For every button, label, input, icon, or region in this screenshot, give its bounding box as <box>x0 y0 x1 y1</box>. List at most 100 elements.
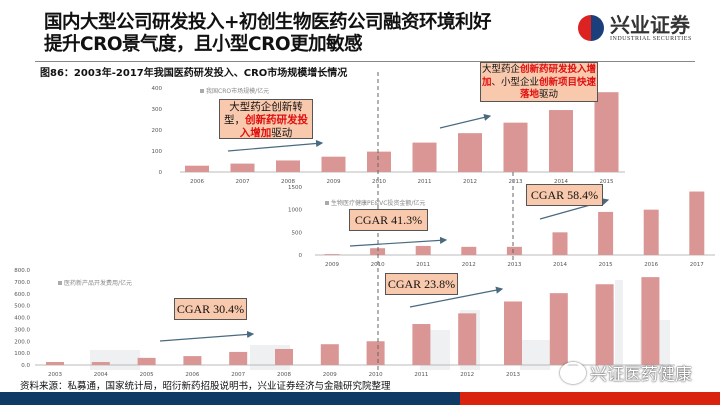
x-tick-label: 2013 <box>509 179 523 185</box>
trend-arrow <box>349 236 448 247</box>
x-tick-label: 2007 <box>231 372 245 378</box>
x-tick-label: 2004 <box>94 372 108 378</box>
x-tick-label: 2013 <box>507 262 521 268</box>
y-tick-label: 0 <box>159 170 163 176</box>
bar-2009 <box>320 344 339 365</box>
bar-2014 <box>549 110 573 172</box>
bar-2013 <box>506 246 522 255</box>
bar-2012 <box>458 313 477 365</box>
title-line-2: 提升CRO景气度，且小型CRO更加敏感 <box>44 34 363 55</box>
cagr-label-mid-left: CGAR 41.3% <box>349 209 428 231</box>
title-line-1: 国内大型公司研发投入+初创生物医药公司融资环境利好 <box>44 12 492 33</box>
bar-2013 <box>504 301 522 365</box>
logo-text-cn: 兴业证券 <box>610 13 690 37</box>
bar-2010 <box>367 151 391 172</box>
slide-title: 国内大型公司研发投入+初创生物医药公司融资环境利好 提升CRO景气度，且小型CR… <box>44 12 492 56</box>
source-note: 资料来源：私募通，国家统计局，昭衍新药招股说明书，兴业证券经济与金融研究院整理 <box>20 381 391 392</box>
y-tick-label: 600.0 <box>14 292 30 298</box>
logo-mark-icon <box>578 15 604 41</box>
y-tick-label: 700.0 <box>14 280 30 286</box>
legend-label: 我国CRO市场规模/亿元 <box>206 87 269 95</box>
bar-2011 <box>412 324 431 365</box>
trend-arrow <box>409 286 504 308</box>
bar-2006 <box>185 165 209 172</box>
y-tick-label: 500 <box>292 230 303 236</box>
x-tick-label: 2009 <box>323 372 337 378</box>
trend-arrow <box>227 139 324 152</box>
trend-arrow <box>159 330 255 342</box>
note-highlight: 创新项目快速落地 <box>519 76 597 101</box>
bar-2017 <box>689 191 705 255</box>
cagr-label-bot-right: CGAR 23.8% <box>385 273 458 295</box>
trend-arrow <box>439 113 492 129</box>
x-tick-label: 2008 <box>277 372 291 378</box>
skyline-building <box>90 350 140 370</box>
y-tick-label: 300 <box>152 107 163 113</box>
cagr-label-mid-right: CGAR 58.4% <box>526 184 603 206</box>
y-tick-label: 0 <box>299 253 303 259</box>
y-tick-label: 800.0 <box>14 268 30 274</box>
x-tick-label: 2011 <box>418 179 432 185</box>
footer-bar-red <box>460 392 720 405</box>
bar-2007 <box>229 351 248 365</box>
x-tick-label: 2003 <box>48 372 62 378</box>
x-tick-label: 2014 <box>553 262 567 268</box>
note-top-left: 大型药企创新转型，创新药研发投入增加驱动 <box>219 99 313 139</box>
bar-2005 <box>137 357 156 365</box>
x-tick-label: 2006 <box>185 372 199 378</box>
bar-2011 <box>412 142 437 172</box>
bar-2015 <box>595 284 614 365</box>
bar-2014 <box>549 293 568 365</box>
note-text: 驱动 <box>539 89 559 100</box>
bar-2016 <box>641 277 660 365</box>
logo-text-en: INDUSTRIAL SECURITIES <box>610 36 692 42</box>
bar-2006 <box>183 356 202 365</box>
x-tick-label: 2013 <box>506 372 520 378</box>
y-tick-label: 200.0 <box>14 339 30 345</box>
bar-2003 <box>46 362 64 365</box>
legend-label: 医药新产品开发费用/亿元 <box>64 279 132 287</box>
bar-2014 <box>552 232 568 255</box>
watermark: 兴证医药健康 <box>560 360 692 385</box>
bar-2009 <box>324 254 340 255</box>
y-tick-label: 400.0 <box>14 316 30 322</box>
y-tick-label: 100 <box>152 149 163 155</box>
y-tick-label: 100.0 <box>14 351 30 357</box>
bar-2016 <box>643 209 659 255</box>
legend-label: 生物医疗健康PE&VC投资金额/亿元 <box>331 199 425 207</box>
x-tick-label: 2006 <box>190 179 204 185</box>
note-text: 大型药企 <box>481 64 520 75</box>
bar-2010 <box>370 248 386 255</box>
x-tick-label: 2009 <box>325 262 339 268</box>
x-tick-label: 2012 <box>463 179 477 185</box>
bar-2008 <box>276 160 300 172</box>
bar-2013 <box>503 122 528 172</box>
x-tick-label: 2009 <box>327 179 341 185</box>
cagr-label-bot-left: CGAR 30.4% <box>174 298 247 320</box>
bar-2015 <box>594 92 619 172</box>
x-tick-label: 2010 <box>372 179 386 185</box>
x-tick-label: 2011 <box>416 262 430 268</box>
x-tick-label: 2008 <box>281 179 295 185</box>
bar-2012 <box>461 246 477 255</box>
note-text: 、小型企业 <box>491 76 539 88</box>
x-tick-label: 2012 <box>460 372 474 378</box>
watermark-text: 兴证医药健康 <box>590 365 692 385</box>
bar-2011 <box>415 245 431 255</box>
skyline-building <box>615 280 623 370</box>
y-tick-label: 200 <box>152 128 163 134</box>
company-logo: 兴业证券 INDUSTRIAL SECURITIES <box>578 14 692 42</box>
note-highlight: 创新药研发投入增加 <box>239 114 308 139</box>
x-tick-label: 2005 <box>140 372 154 378</box>
legend-swatch <box>200 89 204 93</box>
x-tick-label: 2010 <box>369 372 383 378</box>
y-tick-label: 1500 <box>288 185 302 191</box>
y-tick-label: 0.0 <box>21 363 30 369</box>
y-tick-label: 400 <box>152 86 163 92</box>
x-tick-label: 2014 <box>554 179 568 185</box>
figure-title: 图86：2003年-2017年我国医药研发投入、CRO市场规模增长情况 <box>40 68 348 79</box>
y-tick-label: 500.0 <box>14 304 30 310</box>
x-tick-label: 2015 <box>599 262 613 268</box>
bar-2015 <box>598 211 614 255</box>
bar-2010 <box>366 341 385 365</box>
